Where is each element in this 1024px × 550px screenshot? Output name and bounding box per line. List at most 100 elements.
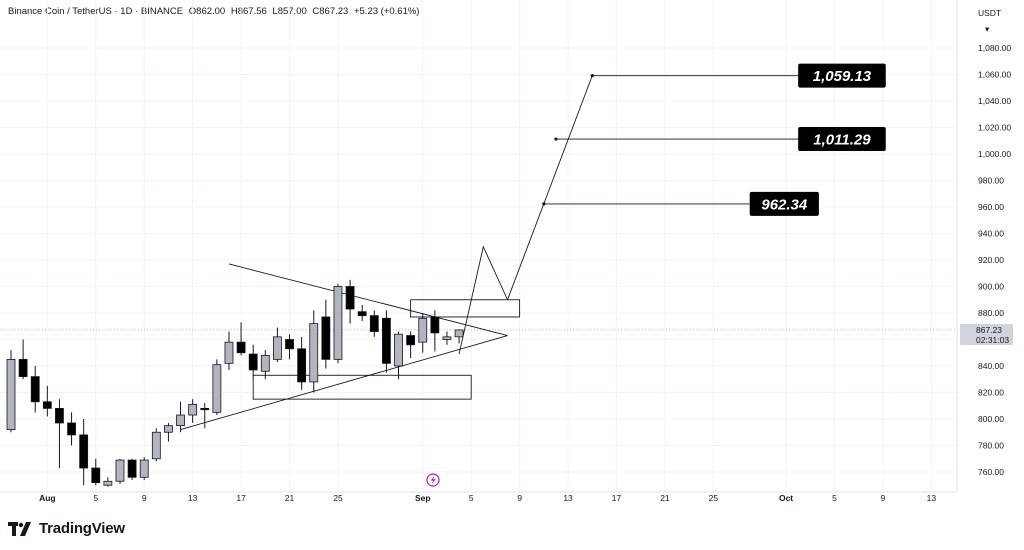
- candle[interactable]: [67, 412, 76, 446]
- candle[interactable]: [333, 283, 343, 364]
- y-tick-label: 940.00: [978, 229, 1004, 239]
- candle[interactable]: [260, 350, 270, 380]
- candle[interactable]: [430, 310, 440, 352]
- candle-body-down: [285, 339, 294, 350]
- price-targets[interactable]: 962.34 1,011.29 1,059.13: [542, 63, 886, 216]
- axes: 760.00780.00800.00820.00840.00860.00880.…: [39, 43, 1011, 503]
- tradingview-logo-icon: [8, 521, 31, 536]
- tradingview-logo[interactable]: TradingView: [8, 520, 125, 537]
- y-tick-label: 760.00: [978, 467, 1004, 477]
- target-label-box: [798, 63, 886, 88]
- candle[interactable]: [151, 428, 161, 462]
- axis-menu-icon[interactable]: ▾: [985, 24, 990, 34]
- candle[interactable]: [418, 313, 428, 353]
- candle[interactable]: [224, 331, 234, 370]
- triangle-upper-trendline[interactable]: [228, 263, 508, 336]
- candle[interactable]: [236, 322, 246, 356]
- last-price-badge: 867.23 02:31:03: [960, 324, 1013, 345]
- candle[interactable]: [382, 310, 391, 373]
- brand-name: TradingView: [39, 520, 125, 537]
- candle[interactable]: [139, 457, 149, 480]
- x-tick-label: 9: [142, 493, 147, 503]
- ohlc-open: O862.00: [188, 6, 226, 17]
- candle[interactable]: [321, 299, 331, 369]
- candle[interactable]: [406, 331, 416, 359]
- candle-body-up: [6, 358, 16, 430]
- x-tick-label: 17: [236, 493, 246, 503]
- x-tick-label: 25: [333, 493, 343, 503]
- price-zone-rectangle[interactable]: [410, 299, 521, 318]
- candle[interactable]: [79, 419, 89, 486]
- y-tick-label: 960.00: [978, 202, 1004, 212]
- candle[interactable]: [6, 350, 16, 433]
- candle[interactable]: [297, 336, 307, 390]
- candle-body-down: [430, 316, 440, 334]
- target-annotation[interactable]: 1,011.29: [554, 127, 886, 152]
- candle-body-up: [212, 364, 222, 413]
- drawing-annotations[interactable]: [180, 75, 593, 431]
- candle[interactable]: [248, 344, 258, 377]
- candle[interactable]: [91, 458, 101, 486]
- last-price-value: 867.23: [976, 325, 1002, 335]
- x-tick-label: 5: [832, 493, 837, 503]
- x-tick-label: 5: [469, 493, 474, 503]
- candle-body-up: [115, 459, 125, 482]
- ohlc-change: +5.23 (+0.61%): [353, 6, 420, 17]
- price-zone-rectangle[interactable]: [252, 374, 472, 400]
- candle[interactable]: [30, 366, 40, 413]
- x-tick-label: Sep: [415, 493, 431, 503]
- candles[interactable]: [6, 279, 464, 487]
- candle-body-down: [321, 316, 331, 360]
- candle-body-up: [309, 323, 319, 383]
- candle-body-down: [248, 353, 258, 371]
- candle[interactable]: [42, 385, 52, 417]
- x-tick-label: 13: [188, 493, 198, 503]
- candle[interactable]: [200, 403, 210, 429]
- candle[interactable]: [127, 458, 137, 480]
- candle[interactable]: [442, 331, 452, 345]
- ohlc-close: C867.23: [312, 6, 349, 17]
- x-tick-label: 5: [93, 493, 98, 503]
- candle[interactable]: [273, 327, 282, 363]
- triangle-lower-trendline[interactable]: [180, 335, 508, 431]
- x-tick-label: 9: [881, 493, 886, 503]
- candle-body-down: [382, 317, 391, 364]
- y-tick-label: 820.00: [978, 388, 1004, 398]
- candle-body-up: [139, 459, 149, 478]
- candle[interactable]: [394, 331, 403, 380]
- target-annotation[interactable]: 962.34: [542, 191, 819, 216]
- candle[interactable]: [309, 310, 319, 393]
- candle[interactable]: [345, 279, 355, 324]
- candle-body-up: [442, 336, 452, 340]
- lightning-icon[interactable]: [426, 473, 440, 487]
- candle[interactable]: [18, 339, 28, 380]
- target-annotation[interactable]: 1,059.13: [590, 63, 886, 88]
- candle[interactable]: [357, 305, 367, 321]
- candle[interactable]: [103, 477, 113, 487]
- y-tick-label: 780.00: [978, 441, 1004, 451]
- candle[interactable]: [285, 334, 294, 360]
- candle-body-down: [357, 311, 367, 317]
- candle[interactable]: [188, 399, 198, 423]
- target-label-text: 962.34: [761, 196, 808, 213]
- candle-body-up: [176, 414, 185, 427]
- candle[interactable]: [115, 458, 125, 484]
- x-tick-label: 17: [612, 493, 622, 503]
- projection-path[interactable]: [458, 75, 593, 355]
- x-tick-label: 21: [285, 493, 295, 503]
- candle[interactable]: [454, 329, 464, 344]
- currency-label: USDT: [978, 8, 1001, 18]
- candle[interactable]: [369, 310, 379, 337]
- candle-body-up: [273, 336, 282, 360]
- candle-body-up: [454, 329, 464, 338]
- candle[interactable]: [212, 359, 222, 416]
- candle-body-up: [164, 425, 173, 433]
- candle-body-up: [224, 341, 234, 364]
- y-tick-label: 980.00: [978, 176, 1004, 186]
- candle[interactable]: [164, 422, 173, 442]
- x-tick-label: Aug: [39, 493, 56, 503]
- candle[interactable]: [176, 401, 185, 433]
- candle[interactable]: [55, 399, 64, 469]
- y-tick-label: 840.00: [978, 361, 1004, 371]
